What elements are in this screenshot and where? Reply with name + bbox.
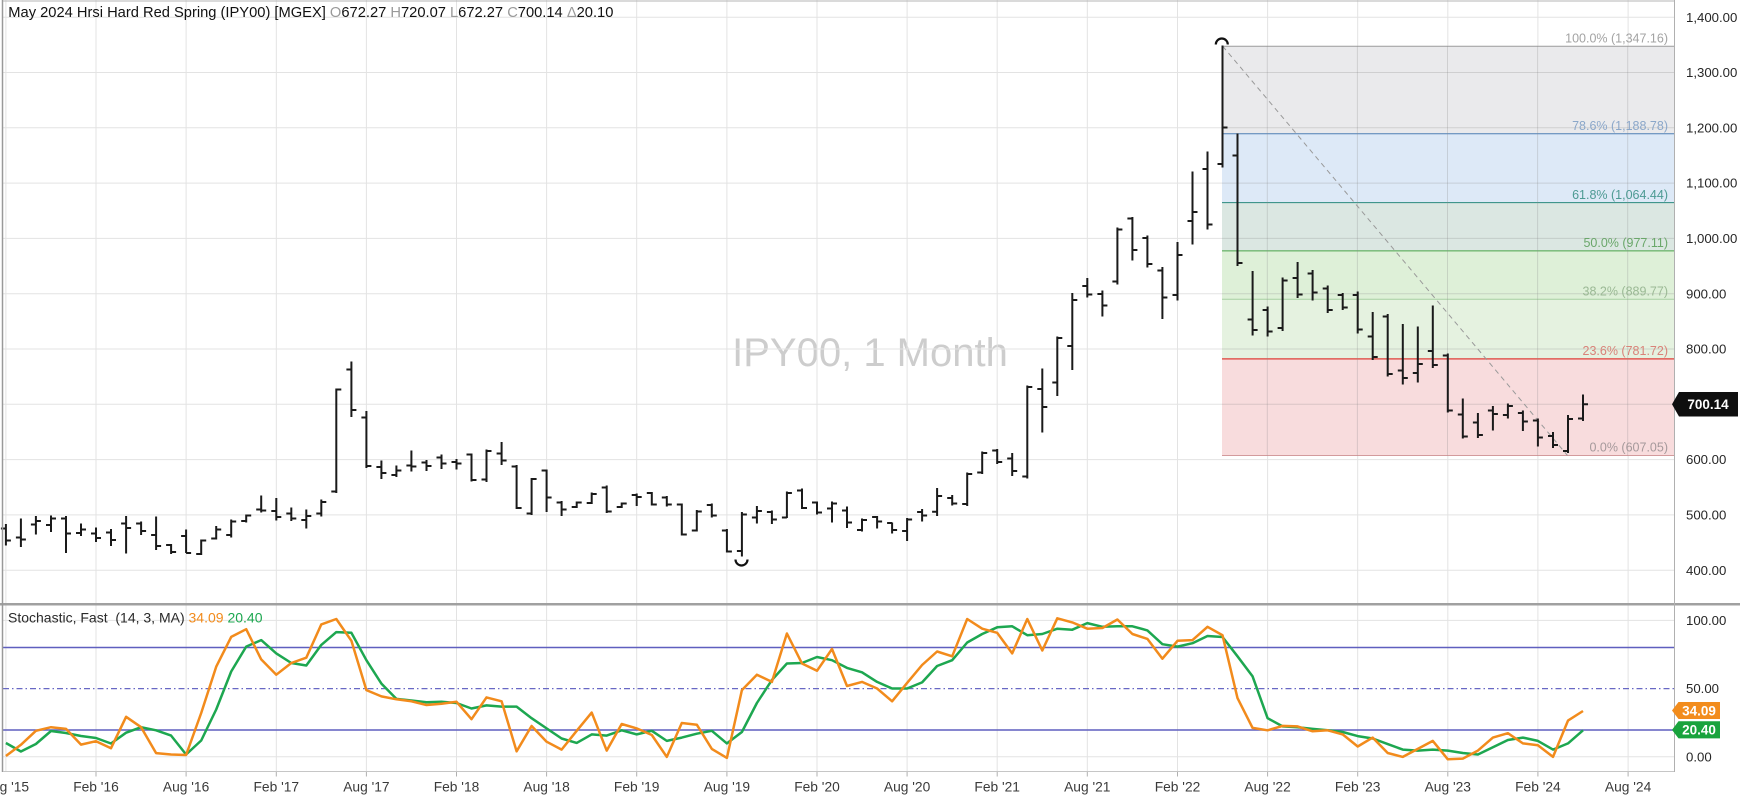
- svg-text:Aug '21: Aug '21: [1064, 780, 1110, 795]
- svg-text:100.0% (1,347.16): 100.0% (1,347.16): [1565, 32, 1668, 46]
- svg-text:1,400.00: 1,400.00: [1686, 10, 1737, 25]
- svg-text:IPY00, 1 Month: IPY00, 1 Month: [732, 331, 1008, 375]
- svg-text:1,100.00: 1,100.00: [1686, 176, 1737, 191]
- svg-text:0.0% (607.05): 0.0% (607.05): [1589, 441, 1668, 455]
- svg-text:Feb '21: Feb '21: [974, 780, 1020, 795]
- svg-text:38.2% (889.77): 38.2% (889.77): [1583, 285, 1668, 299]
- svg-text:900.00: 900.00: [1686, 286, 1726, 301]
- svg-text:800.00: 800.00: [1686, 342, 1726, 357]
- svg-text:600.00: 600.00: [1686, 452, 1726, 467]
- svg-text:50.0% (977.11): 50.0% (977.11): [1583, 236, 1668, 250]
- svg-text:Feb '17: Feb '17: [254, 780, 300, 795]
- svg-text:20.40: 20.40: [1682, 723, 1716, 738]
- svg-text:Aug '18: Aug '18: [523, 780, 570, 795]
- svg-text:23.6% (781.72): 23.6% (781.72): [1583, 344, 1668, 358]
- svg-text:Aug '24: Aug '24: [1605, 780, 1652, 795]
- svg-text:50.00: 50.00: [1686, 681, 1719, 696]
- svg-text:Feb '20: Feb '20: [794, 780, 840, 795]
- svg-text:Aug '17: Aug '17: [343, 780, 389, 795]
- svg-text:100.00: 100.00: [1686, 613, 1726, 628]
- svg-text:Feb '22: Feb '22: [1155, 780, 1201, 795]
- svg-text:Aug '19: Aug '19: [704, 780, 751, 795]
- svg-text:Aug '22: Aug '22: [1244, 780, 1290, 795]
- svg-text:1,300.00: 1,300.00: [1686, 65, 1737, 80]
- svg-text:Feb '19: Feb '19: [614, 780, 660, 795]
- svg-text:Feb '23: Feb '23: [1335, 780, 1381, 795]
- svg-text:0.00: 0.00: [1686, 749, 1712, 764]
- svg-text:Feb '16: Feb '16: [73, 780, 119, 795]
- svg-text:1,200.00: 1,200.00: [1686, 120, 1737, 135]
- svg-text:400.00: 400.00: [1686, 563, 1726, 578]
- svg-text:78.6% (1,188.78): 78.6% (1,188.78): [1572, 119, 1668, 133]
- svg-text:61.8% (1,064.44): 61.8% (1,064.44): [1572, 188, 1668, 202]
- svg-text:700.14: 700.14: [1687, 397, 1729, 412]
- svg-text:Aug '23: Aug '23: [1425, 780, 1472, 795]
- svg-text:Stochastic, Fast (14, 3, MA): Stochastic, Fast (14, 3, MA) 34.09 20.40: [8, 610, 263, 626]
- svg-text:May 2024 Hrsi Hard Red Spring: May 2024 Hrsi Hard Red Spring (IPY00) [M…: [8, 5, 613, 21]
- svg-text:Aug '15: Aug '15: [0, 780, 29, 795]
- svg-text:Aug '16: Aug '16: [163, 780, 210, 795]
- svg-text:Feb '18: Feb '18: [434, 780, 480, 795]
- svg-text:1,000.00: 1,000.00: [1686, 231, 1737, 246]
- svg-text:Aug '20: Aug '20: [884, 780, 931, 795]
- svg-text:500.00: 500.00: [1686, 508, 1726, 523]
- svg-text:34.09: 34.09: [1682, 703, 1716, 718]
- svg-text:Feb '24: Feb '24: [1515, 780, 1561, 795]
